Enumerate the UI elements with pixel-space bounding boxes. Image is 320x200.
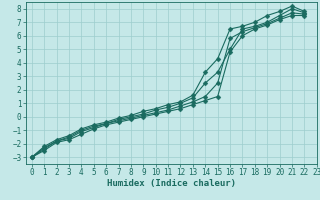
X-axis label: Humidex (Indice chaleur): Humidex (Indice chaleur) (107, 179, 236, 188)
